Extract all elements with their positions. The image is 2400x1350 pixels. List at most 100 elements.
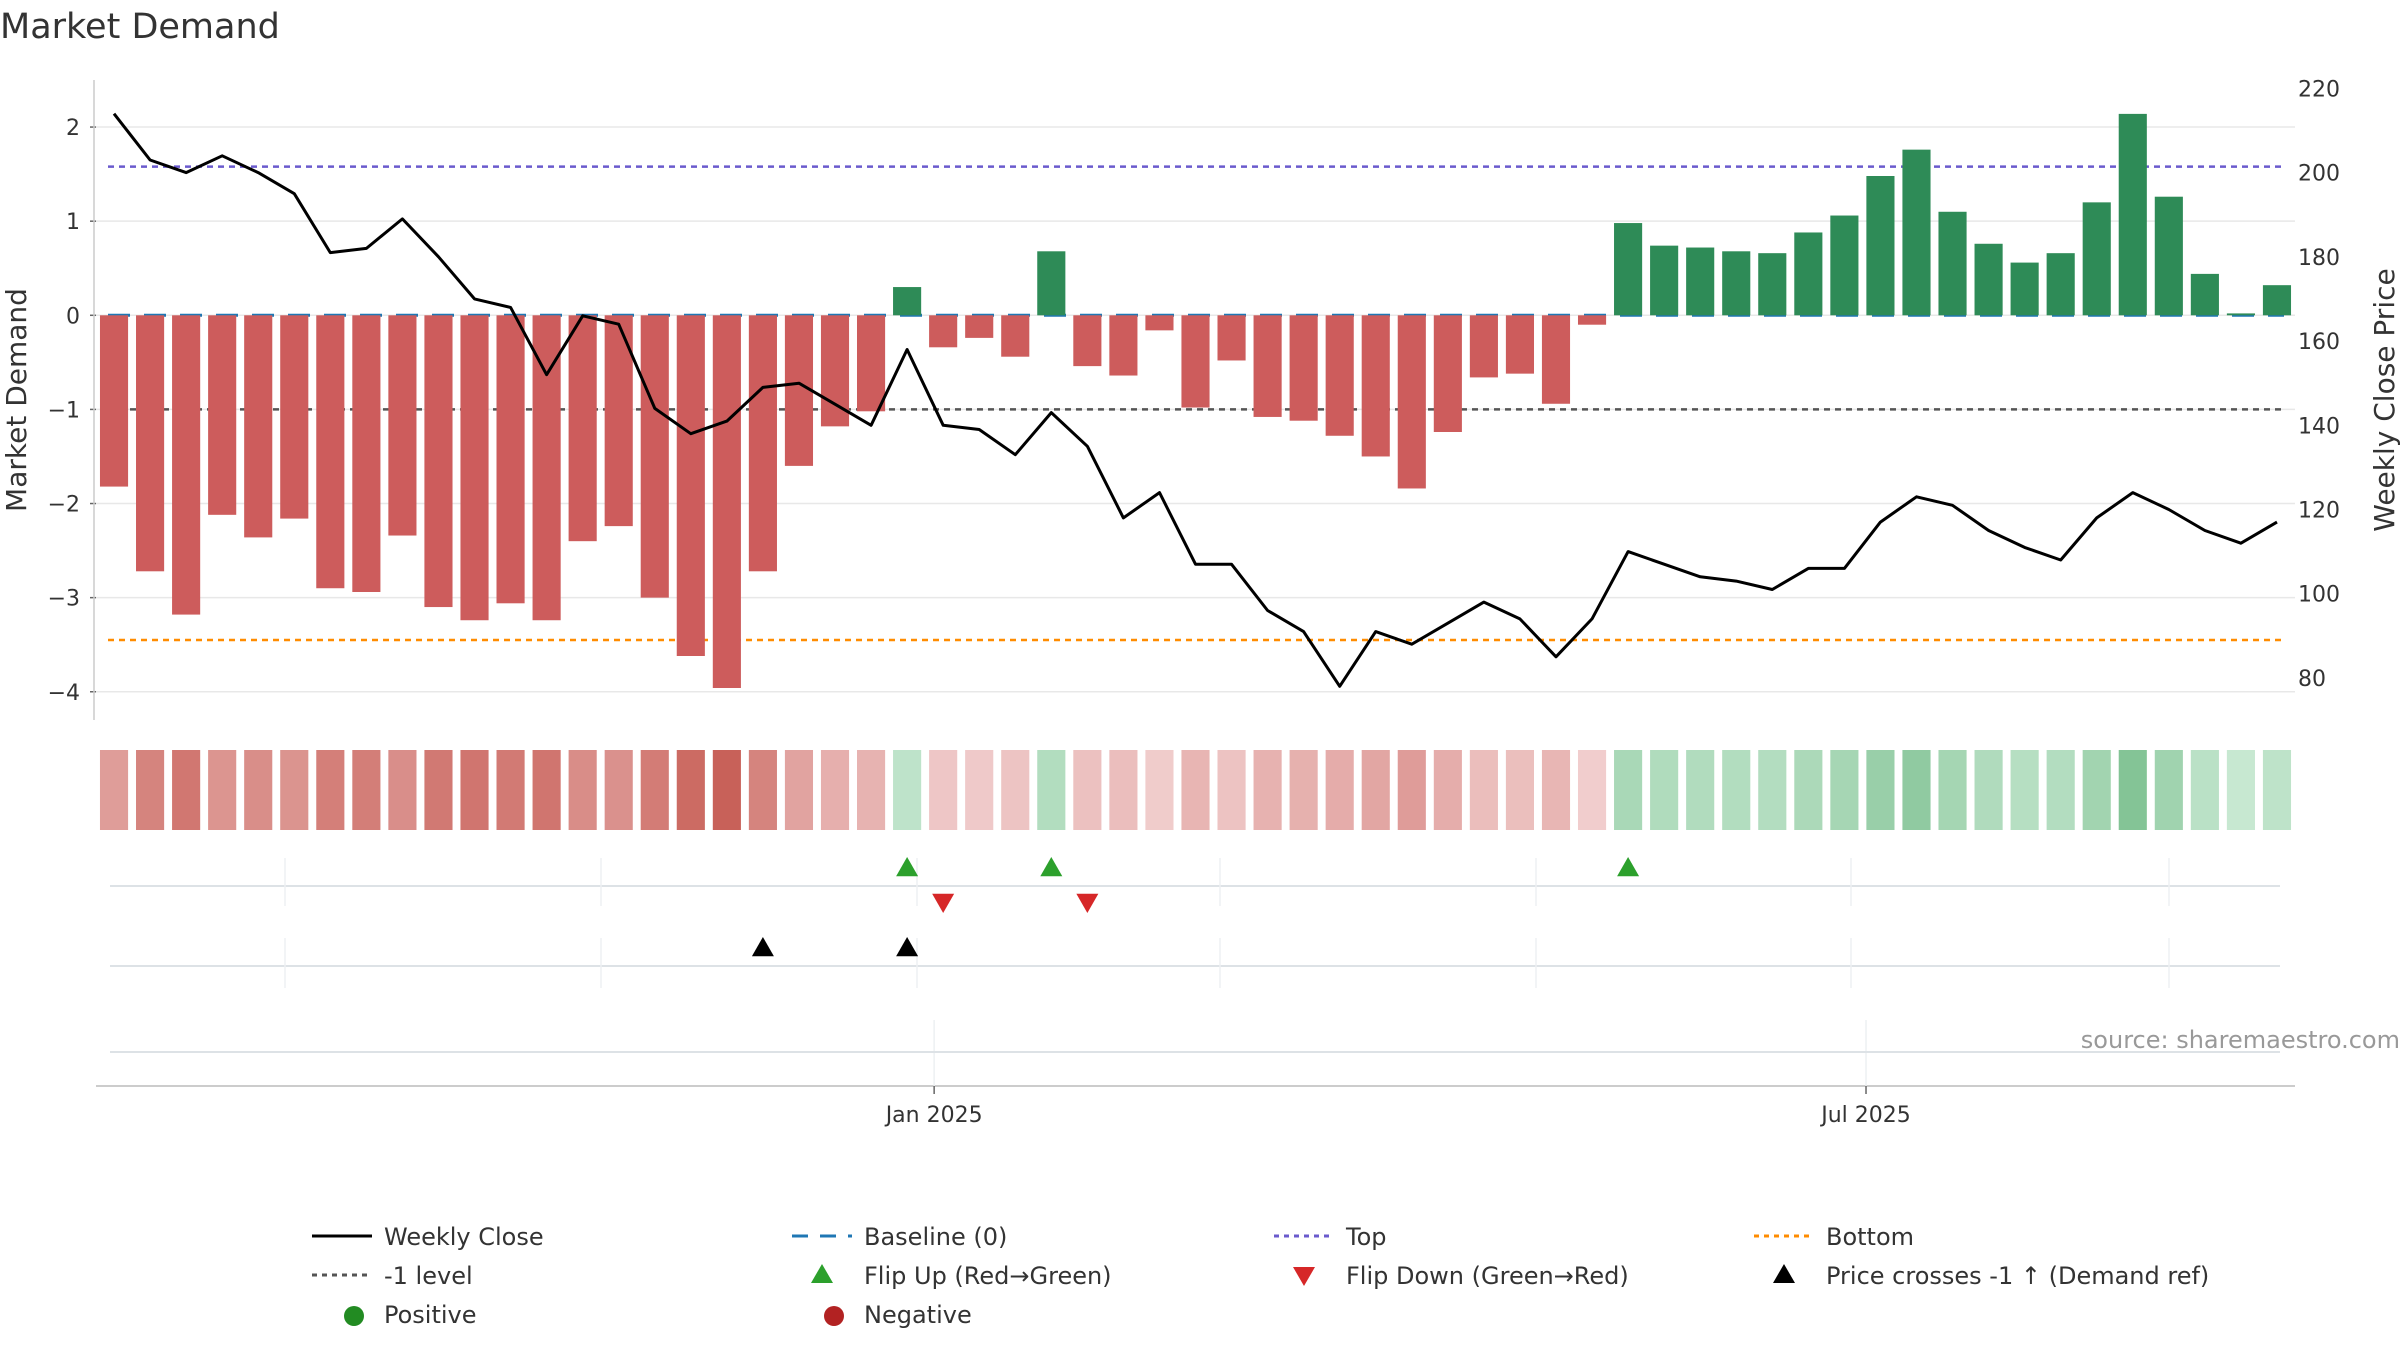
heat-cell [2118,750,2147,830]
y-left-axis-label: Market Demand [0,288,33,512]
flip-up-marker [1617,857,1640,877]
flip-up-marker [1040,857,1063,877]
positive-demand-bar [1758,253,1787,316]
negative-demand-bar [1253,315,1282,417]
heat-cell [1650,750,1679,830]
legend-item: Top [1274,1223,1387,1251]
negative-demand-bar [208,315,237,515]
legend-swatch-triangle-up [1773,1264,1795,1283]
heat-cell [1361,750,1390,830]
negative-demand-bar [965,315,994,338]
legend-label: Flip Down (Green→Red) [1346,1262,1629,1290]
heat-cell [1181,750,1210,830]
positive-demand-bar [1722,251,1751,316]
negative-demand-bar [1109,315,1138,376]
negative-demand-bar [712,315,741,688]
negative-demand-bar [1361,315,1390,457]
legend-label: Weekly Close [384,1223,544,1251]
heat-cell [496,750,525,830]
heat-cell [280,750,309,830]
negative-demand-bar [929,315,958,348]
price-cross-marker [896,937,919,957]
close-price-line-group [112,112,2278,688]
y-right-axis-label: Weekly Close Price [2368,268,2400,531]
y-right-tick-label: 100 [2298,583,2340,608]
legend-item: Baseline (0) [792,1223,1007,1251]
heat-cell [1614,750,1643,830]
price-cross-marker [751,937,774,957]
y-right-tick-label: 140 [2298,414,2340,439]
heat-cell [99,750,129,830]
y-left-tick-label: 0 [66,304,80,329]
legend-item: Weekly Close [312,1223,544,1251]
heat-cell [893,750,922,830]
positive-demand-bar [2262,285,2292,316]
positive-demand-bar [2226,313,2255,316]
negative-demand-bar [640,315,669,598]
legend-label: Bottom [1826,1223,1914,1251]
y-left-tick-label: −4 [48,681,80,706]
positive-demand-bar [1830,215,1859,316]
negative-demand-bar [244,315,273,538]
positive-demand-bar [2190,273,2219,316]
legend-swatch-circle [824,1306,844,1326]
demand-heat-strip [99,750,2292,830]
negative-demand-bar [1289,315,1318,421]
negative-demand-bar [856,315,886,412]
legend-label: Top [1345,1223,1387,1251]
heat-cell [460,750,489,830]
y-left-tick-label: −3 [48,587,80,612]
negative-demand-bar [99,315,129,487]
negative-demand-bar [172,315,201,615]
heat-cell [712,750,741,830]
legend: Weekly Close Baseline (0) Top Bottom -1 leve… [312,1223,2209,1329]
positive-demand-bar [1974,243,2003,316]
axes: 2 1 0 −1 −2 −3 −4 220 200 180 160 140 120 100 80 Market… [0,77,2400,1128]
positive-demand-bar [1902,149,1931,316]
flip-down-marker [1076,893,1099,913]
heat-cell [1505,750,1535,830]
heat-cell [1109,750,1138,830]
negative-demand-bar [496,315,525,604]
heat-cell [1866,750,1895,830]
legend-label: Flip Up (Red→Green) [864,1262,1112,1290]
negative-demand-bar [1145,315,1174,331]
heat-cell [316,750,345,830]
negative-demand-bar [1181,315,1210,408]
heat-cell [1217,750,1246,830]
source-note: source: sharemaestro.com [2081,1026,2400,1054]
heat-cell [244,750,273,830]
heat-cell [1758,750,1787,830]
heat-cell [352,750,381,830]
positive-demand-bar [1037,251,1066,316]
negative-demand-bar [280,315,309,519]
legend-swatch-circle [344,1306,364,1326]
negative-demand-bar [568,315,597,542]
heat-cell [388,750,417,830]
negative-demand-bar [1001,315,1030,357]
negative-demand-bar [1433,315,1462,432]
heat-cell [784,750,814,830]
legend-label: Baseline (0) [864,1223,1007,1251]
legend-item: Flip Up (Red→Green) [811,1262,1112,1290]
positive-demand-bar [2010,262,2039,316]
heat-cell [1722,750,1751,830]
negative-demand-bar [316,315,345,589]
negative-demand-bar [532,315,561,621]
heat-cell [2082,750,2111,830]
heat-cell [1974,750,2003,830]
heat-cell [2154,750,2183,830]
y-right-tick-label: 180 [2298,246,2340,271]
x-tick-label: Jan 2025 [884,1103,983,1128]
heat-cell [1794,750,1823,830]
heat-cell [1397,750,1426,830]
positive-demand-bar [2046,253,2075,316]
heat-cell [2190,750,2219,830]
y-right-tick-label: 200 [2298,162,2340,187]
heat-cell [748,750,777,830]
legend-item: Negative [824,1301,972,1329]
heat-cell [1073,750,1102,830]
heat-cell [2010,750,2039,830]
heat-cell [929,750,958,830]
negative-demand-bar [604,315,633,527]
